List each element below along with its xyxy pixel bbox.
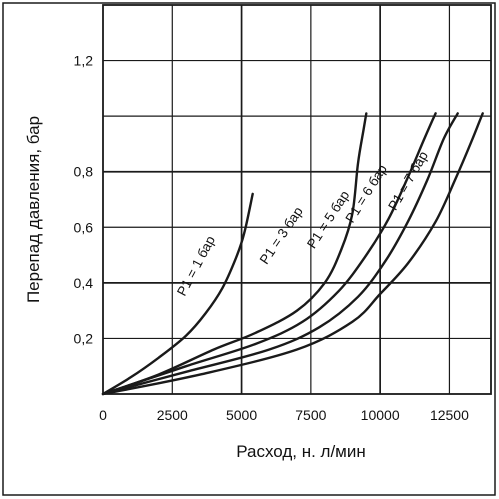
curve-series-5: [101, 112, 484, 396]
y-axis-title: Перепад давления, бар: [24, 116, 43, 303]
curves: [101, 112, 484, 396]
curve-series-1: [101, 192, 254, 396]
curve-series-4: [101, 112, 459, 396]
x-tick-label: 7500: [295, 407, 326, 423]
plot-area-frame: [102, 4, 492, 395]
y-tick-label: 0,6: [74, 219, 94, 235]
x-tick-label: 2500: [157, 407, 188, 423]
tick-labels: 0 2500 5000 7500 10000 12500 0,2 0,4 0,6 0,8 1,2: [74, 53, 470, 423]
grid: [103, 5, 491, 394]
y-tick-label: 0,2: [74, 330, 94, 346]
x-tick-label: 0: [99, 407, 107, 423]
x-tick-label: 12500: [430, 407, 469, 423]
x-axis-title: Расход, н. л/мин: [236, 442, 366, 461]
x-tick-label: 5000: [226, 407, 257, 423]
y-tick-label: 0,8: [74, 164, 94, 180]
y-tick-label: 1,2: [74, 53, 94, 69]
curve-series-2: [101, 112, 368, 396]
y-tick-label: 0,4: [74, 275, 94, 291]
x-tick-label: 10000: [361, 407, 400, 423]
curve-series-3: [101, 112, 437, 396]
